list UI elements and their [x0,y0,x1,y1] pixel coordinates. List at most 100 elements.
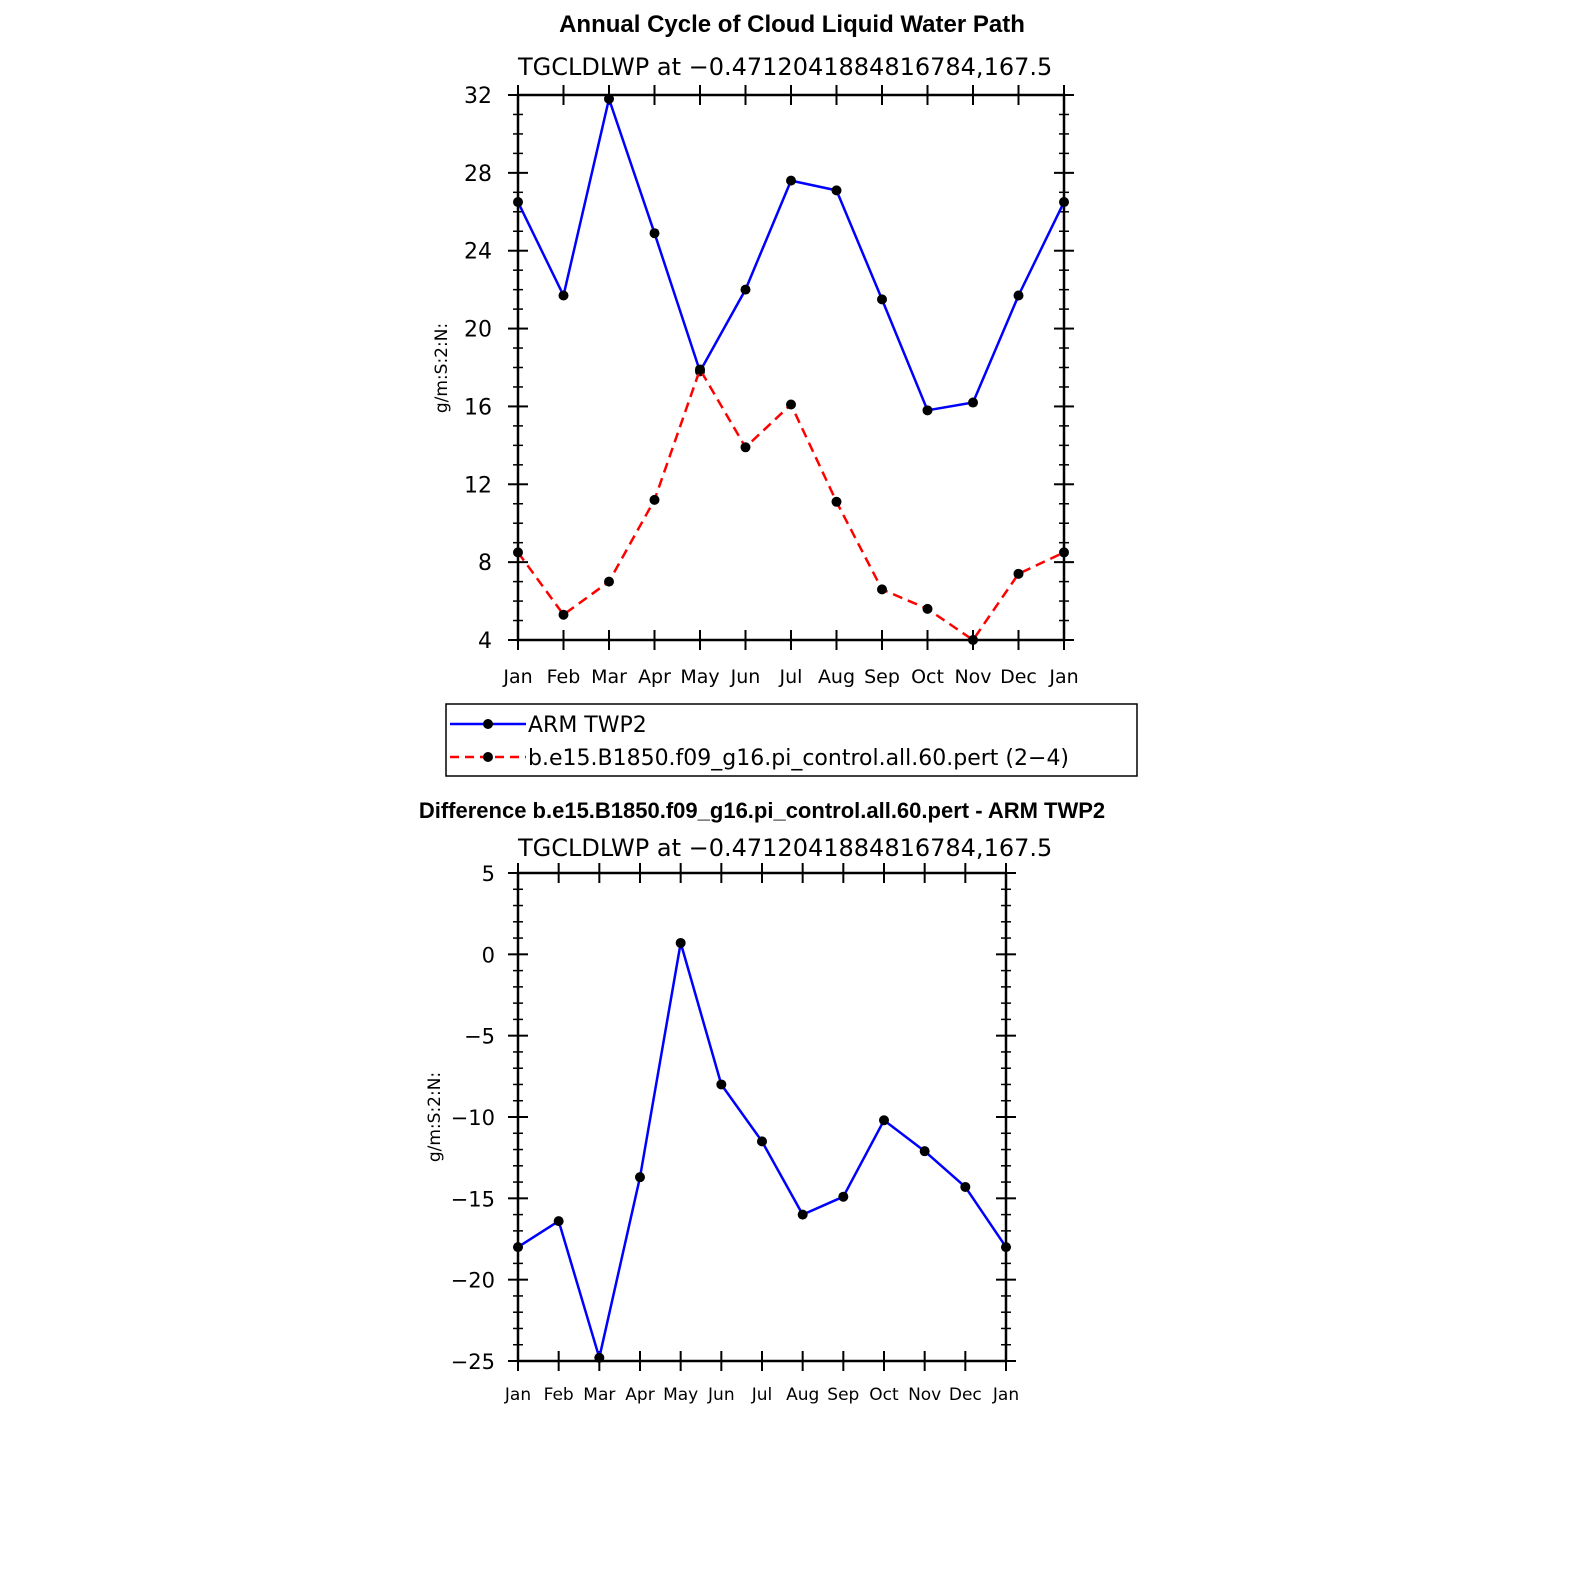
x-tick-label: Jun [730,666,761,688]
data-point [513,1242,523,1253]
data-point [1059,547,1069,558]
y-tick-label: 28 [464,162,492,187]
y-tick-label: 20 [464,318,492,343]
x-tick-label: Jan [504,1385,531,1405]
data-point [838,1191,849,1202]
x-tick-label: Sep [827,1385,859,1405]
chart-title: Difference b.e15.B1850.f09_g16.pi_contro… [419,798,1105,823]
data-point [558,290,569,301]
plot-border [516,871,1008,1363]
x-axis: Jan Feb Mar Apr May Jun Jul Aug Sep Oct Nov Dec Jan [504,863,1019,1405]
data-point [1013,568,1024,579]
x-tick-label: Jun [707,1385,735,1405]
data-point [675,937,686,948]
chart-title: Annual Cycle of Cloud Liquid Water Path [559,11,1025,38]
data-point [635,1172,645,1183]
x-tick-label: Dec [1000,666,1037,688]
data-point [786,399,796,410]
x-tick-label: Jan [992,1385,1019,1405]
x-tick-label: May [663,1385,698,1405]
data-point [968,635,978,645]
x-tick-label: Apr [638,666,671,688]
x-tick-label: Jan [502,666,532,688]
x-tick-label: Dec [949,1385,982,1405]
data-point [877,294,887,305]
data-point [604,576,614,587]
y-axis-label: g/m:S:2:N: [425,1072,445,1162]
x-tick-label: Jan [1048,666,1078,688]
x-tick-label: Oct [869,1385,899,1405]
x-tick-label: Feb [544,1385,574,1405]
y-tick-label: 32 [464,84,492,109]
x-tick-label: Aug [818,666,855,688]
series-line-2 [516,368,1065,642]
x-tick-label: Apr [625,1385,654,1405]
data-point [649,494,660,505]
series-line-1 [516,97,1066,412]
chart-subtitle: TGCLDLWP at −0.4712041884816784,167.5 [517,834,1052,862]
data-point [513,197,523,208]
x-tick-label: Aug [786,1385,819,1405]
y-tick-label: −20 [451,1269,495,1293]
y-axis: 4 8 12 16 20 24 28 32 [464,84,1074,654]
legend-marker-arm [483,719,493,729]
difference-panel: Difference b.e15.B1850.f09_g16.pi_contro… [419,798,1105,1405]
data-point [797,1209,808,1220]
y-tick-label: 16 [464,395,492,420]
x-axis: Jan Feb Mar Apr May Jun Jul Aug Sep Oct Nov Dec Jan [502,85,1079,688]
y-tick-label: 8 [478,551,492,576]
series-group [513,937,1011,1363]
data-point [922,603,933,614]
data-point [879,1115,889,1126]
data-point [968,397,978,408]
x-tick-label: Nov [954,666,991,688]
x-tick-label: May [680,666,719,688]
data-point [922,405,933,416]
data-point [740,442,751,453]
series-group [513,93,1069,645]
y-tick-label: 4 [478,629,492,654]
data-point [960,1181,971,1192]
data-point [1001,1242,1011,1253]
y-tick-label: −5 [464,1025,495,1049]
y-tick-label: −25 [451,1350,495,1374]
y-tick-label: 0 [482,943,495,967]
data-point [831,496,842,507]
x-tick-label: Feb [547,666,581,688]
data-point [919,1146,930,1157]
data-point [740,284,751,295]
data-point [831,185,842,196]
data-point [877,584,887,595]
data-point [1013,290,1024,301]
y-tick-label: −15 [451,1187,495,1211]
y-tick-label: −10 [451,1106,495,1130]
legend-label-model: b.e15.B1850.f09_g16.pi_control.all.60.pe… [528,746,1069,771]
data-point [1059,197,1069,208]
data-point [786,175,796,186]
data-point [695,364,705,375]
data-point [716,1079,727,1090]
y-axis-label: g/m:S:2:N: [432,323,452,413]
annual-cycle-panel: Annual Cycle of Cloud Liquid Water Path … [432,11,1138,777]
data-point [513,547,523,558]
chart-subtitle: TGCLDLWP at −0.4712041884816784,167.5 [517,53,1052,81]
legend-label-arm: ARM TWP2 [528,713,647,738]
legend: ARM TWP2 b.e15.B1850.f09_g16.pi_control.… [445,703,1138,777]
y-tick-label: 12 [464,473,492,498]
legend-box [445,703,1138,777]
x-tick-label: Nov [908,1385,941,1405]
data-point [558,609,569,620]
x-tick-label: Jul [779,666,803,688]
data-point [604,93,614,104]
x-tick-label: Sep [864,666,900,688]
x-tick-label: Mar [583,1385,615,1405]
y-tick-label: 24 [464,240,492,265]
series-line-1 [517,941,1008,1359]
data-point [757,1136,767,1147]
legend-marker-model [483,752,493,762]
plot-frame [516,871,1008,1363]
data-point [649,228,660,239]
y-tick-label: 5 [482,862,495,886]
x-tick-label: Jul [751,1385,773,1405]
